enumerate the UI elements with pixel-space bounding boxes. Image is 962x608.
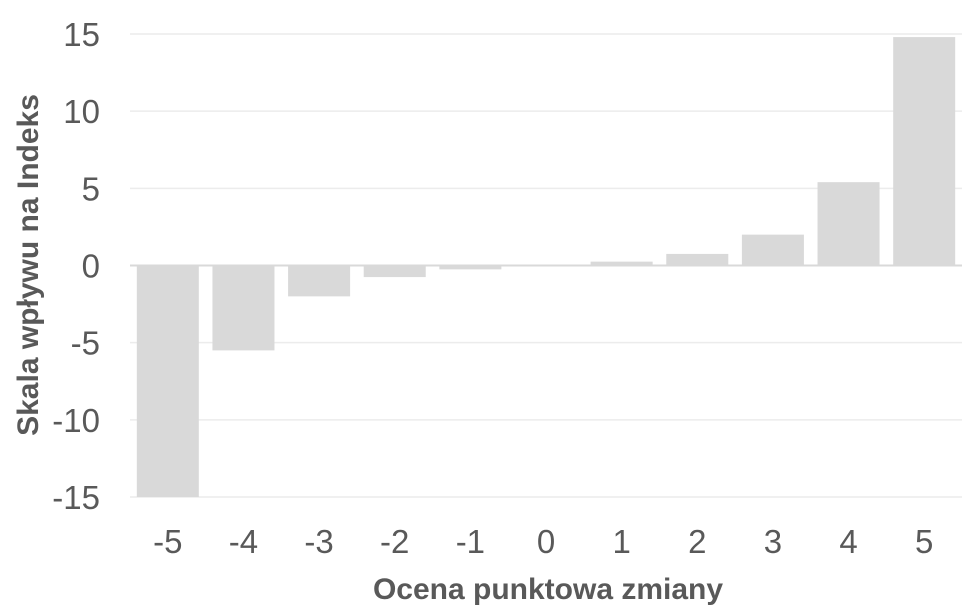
x-tick-label: 3: [764, 523, 782, 560]
y-tick-label: 0: [82, 248, 100, 285]
y-tick-label: -10: [52, 402, 100, 439]
y-tick-label: 10: [63, 93, 100, 130]
bar: [590, 261, 653, 266]
bar: [893, 37, 956, 266]
bar: [363, 265, 426, 278]
x-tick-label: 0: [537, 523, 555, 560]
x-tick-label: -2: [380, 523, 409, 560]
y-tick-label: -15: [52, 479, 100, 516]
x-tick-label: -1: [456, 523, 485, 560]
bar: [439, 265, 502, 270]
bar: [136, 265, 199, 497]
x-axis-title: Ocena punktowa zmiany: [373, 573, 723, 606]
x-tick-label: 4: [839, 523, 857, 560]
x-tick-label: 2: [688, 523, 706, 560]
x-tick-label: -5: [153, 523, 182, 560]
x-tick-label: 5: [915, 523, 933, 560]
y-tick-label: -5: [71, 325, 100, 362]
y-axis-title: Skala wpływu na Indeks: [12, 94, 45, 436]
y-tick-label: 15: [63, 16, 100, 53]
bar: [212, 265, 275, 351]
bars: [136, 37, 956, 497]
x-tick-label: -3: [304, 523, 333, 560]
bar: [288, 265, 351, 297]
bar: [741, 234, 804, 266]
y-tick-label: 5: [82, 170, 100, 207]
x-tick-labels: -5 -4 -3 -2 -1 0 1 2 3 4 5: [153, 523, 933, 560]
bar: [666, 253, 729, 266]
x-tick-label: 1: [612, 523, 630, 560]
x-tick-label: -4: [229, 523, 258, 560]
bar: [817, 182, 880, 266]
y-tick-labels: 15 10 5 0 -5 -10 -15: [52, 16, 100, 516]
